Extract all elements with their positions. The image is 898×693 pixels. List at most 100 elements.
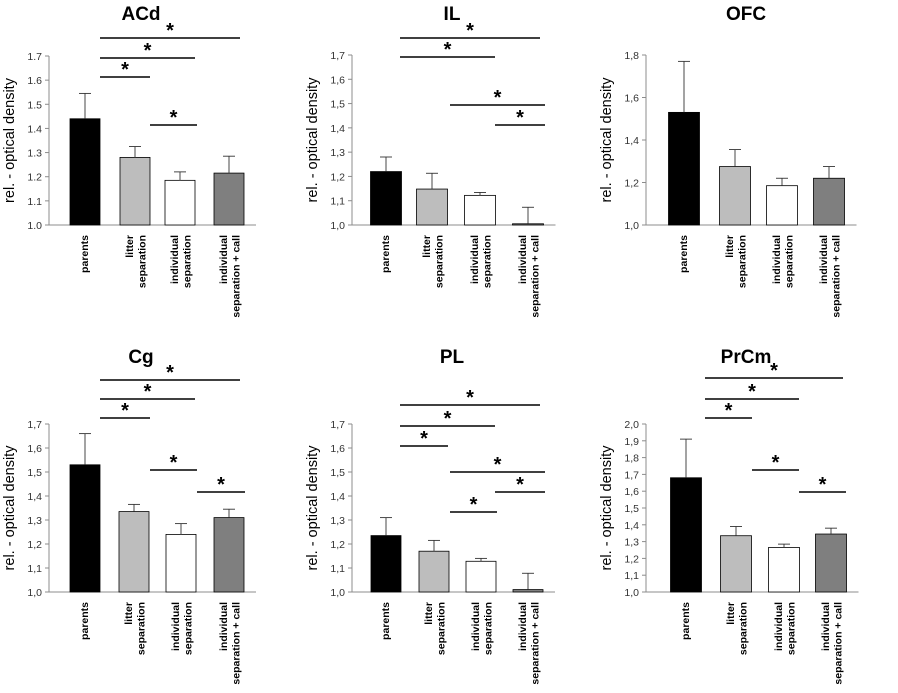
category-label-line: separation bbox=[183, 602, 195, 655]
y-tick-label: 1,6 bbox=[624, 93, 639, 105]
category-label: parents bbox=[79, 602, 91, 640]
category-label-line: individual bbox=[818, 235, 830, 284]
bar-1 bbox=[370, 535, 402, 593]
category-label-line: individual bbox=[517, 235, 529, 284]
y-tick-label: 1,3 bbox=[330, 147, 345, 159]
significance-star: * bbox=[444, 408, 452, 430]
significance-star: * bbox=[466, 387, 474, 409]
significance-star: * bbox=[466, 20, 474, 42]
category-label: individualseparation bbox=[170, 602, 195, 655]
category-label-line: separation bbox=[136, 602, 148, 655]
y-tick-label: 1.1 bbox=[27, 196, 42, 208]
y-tick-label: 1,1 bbox=[27, 563, 42, 575]
bar-4 bbox=[213, 172, 245, 226]
y-tick-label: 1,7 bbox=[624, 469, 639, 481]
y-tick-label: 1.2 bbox=[27, 172, 42, 184]
y-tick-label: 1,3 bbox=[27, 515, 42, 527]
y-tick-label: 1,1 bbox=[624, 570, 639, 582]
significance-star: * bbox=[170, 452, 178, 474]
y-tick-label: 1,5 bbox=[27, 467, 42, 479]
y-tick-label: 1,0 bbox=[27, 587, 42, 599]
category-label-line: litter bbox=[123, 602, 135, 625]
y-axis-label: rel. - optical density bbox=[2, 77, 18, 203]
y-tick-label: 1,7 bbox=[27, 419, 42, 431]
y-tick-label: 1,4 bbox=[624, 520, 639, 532]
significance-star: * bbox=[516, 474, 524, 496]
category-label-line: separation bbox=[434, 235, 446, 288]
bar-3 bbox=[766, 185, 798, 226]
category-label-line: separation + call bbox=[231, 602, 243, 685]
category-label-line: separation bbox=[784, 235, 796, 288]
category-label-line: litter bbox=[421, 235, 433, 258]
bar-2 bbox=[118, 511, 150, 593]
panel-pl: PL 1,0 1,1 1,2 1,3 1,4 1,5 1,6 1,7 rel. - optical… bbox=[305, 347, 555, 685]
category-label-line: individual bbox=[773, 602, 785, 651]
category-label-line: separation bbox=[483, 602, 495, 655]
y-tick-label: 1,7 bbox=[330, 419, 345, 431]
significance-star: * bbox=[121, 400, 129, 422]
y-tick-label: 1,7 bbox=[330, 50, 345, 62]
category-label: individualseparation + call bbox=[218, 602, 243, 685]
category-label: individualseparation + call bbox=[517, 235, 542, 318]
category-label-line: individual bbox=[469, 235, 481, 284]
y-axis-label: rel. - optical density bbox=[599, 445, 615, 571]
y-tick-label: 1.3 bbox=[27, 148, 42, 160]
bar-3 bbox=[464, 194, 496, 226]
category-label-line: separation + call bbox=[231, 235, 243, 318]
significance-star: * bbox=[748, 381, 756, 403]
y-tick-label: 1,4 bbox=[330, 491, 345, 503]
y-tick-label: 1.4 bbox=[27, 123, 42, 135]
significance-star: * bbox=[819, 474, 827, 496]
bar-2 bbox=[416, 188, 448, 226]
category-label: individualseparation bbox=[469, 235, 494, 288]
y-tick-label: 1,2 bbox=[624, 553, 639, 565]
significance-star: * bbox=[770, 360, 778, 382]
y-tick-label: 1,4 bbox=[330, 123, 345, 135]
y-tick-label: 1.6 bbox=[27, 75, 42, 87]
bar-2 bbox=[418, 550, 450, 593]
y-tick-label: 1,2 bbox=[330, 539, 345, 551]
y-axis-label: rel. - optical density bbox=[305, 77, 321, 203]
bar-1 bbox=[370, 171, 402, 226]
panel-il: IL 1,0 1,1 1,2 1,3 1,4 1,5 1,6 1,7 rel. - optical… bbox=[305, 4, 556, 318]
category-label: litterseparation bbox=[124, 235, 149, 288]
y-tick-label: 1,1 bbox=[330, 563, 345, 575]
category-label-line: litter bbox=[724, 235, 736, 258]
bar-4 bbox=[815, 533, 847, 593]
category-label-line: individual bbox=[170, 602, 182, 651]
y-tick-label: 1,5 bbox=[624, 503, 639, 515]
category-label: litterseparation bbox=[725, 602, 750, 655]
significance-star: * bbox=[166, 20, 174, 42]
category-label-line: separation bbox=[786, 602, 798, 655]
category-label-line: parents bbox=[680, 602, 692, 640]
category-label-line: separation bbox=[137, 235, 149, 288]
significance-star: * bbox=[725, 400, 733, 422]
y-axis-label: rel. - optical density bbox=[305, 445, 321, 571]
y-tick-label: 1,5 bbox=[330, 467, 345, 479]
significance-star: * bbox=[470, 494, 478, 516]
category-label-line: individual bbox=[820, 602, 832, 651]
y-tick-label: 1,0 bbox=[624, 220, 639, 232]
chart-title: IL bbox=[444, 4, 461, 25]
y-tick-label: 1,9 bbox=[624, 436, 639, 448]
significance-star: * bbox=[494, 87, 502, 109]
chart-title: PrCm bbox=[721, 347, 772, 368]
significance-star: * bbox=[144, 381, 152, 403]
y-axis-label: rel. - optical density bbox=[599, 77, 615, 203]
category-label-line: litter bbox=[124, 235, 136, 258]
chart-title: OFC bbox=[726, 4, 766, 25]
y-tick-label: 1,8 bbox=[624, 453, 639, 465]
y-tick-label: 1,2 bbox=[27, 539, 42, 551]
bar-3 bbox=[164, 179, 196, 226]
category-label-line: individual bbox=[218, 602, 230, 651]
category-label-line: separation + call bbox=[833, 602, 845, 685]
y-tick-label: 1,2 bbox=[330, 171, 345, 183]
chart-title: PL bbox=[440, 347, 465, 368]
bar-1 bbox=[670, 477, 702, 593]
y-tick-label: 1,3 bbox=[624, 537, 639, 549]
category-label-line: separation + call bbox=[530, 602, 542, 685]
category-label: individualseparation + call bbox=[517, 602, 542, 685]
y-tick-label: 1,2 bbox=[624, 178, 639, 190]
significance-star: * bbox=[420, 428, 428, 450]
